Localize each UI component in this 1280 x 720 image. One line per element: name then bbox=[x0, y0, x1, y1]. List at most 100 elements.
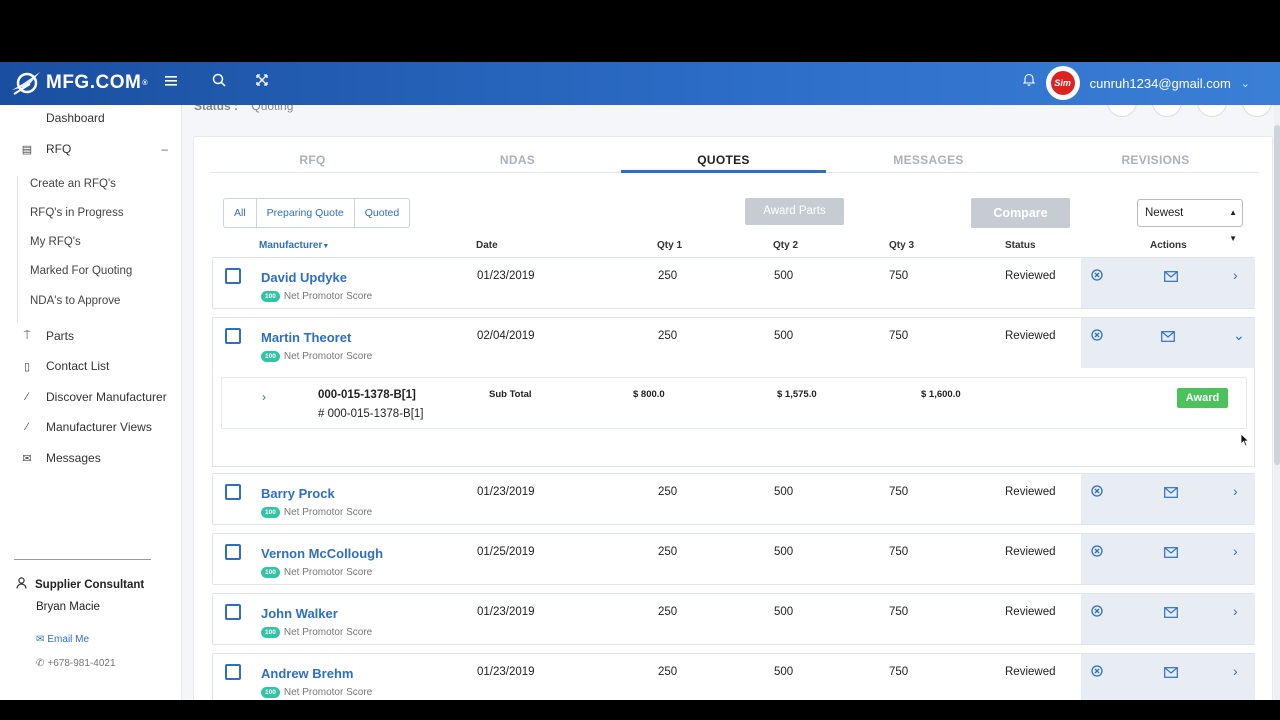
sidebar-item-contact-list[interactable]: ▯ Contact List bbox=[0, 353, 182, 379]
search-icon[interactable] bbox=[209, 73, 229, 93]
sidebar-item-dashboard[interactable]: Dashboard bbox=[0, 105, 182, 131]
header-action-button[interactable] bbox=[1242, 105, 1272, 117]
header-action-button[interactable] bbox=[1152, 105, 1182, 117]
quote-qty2: 500 bbox=[774, 486, 794, 498]
quote-qty3: 750 bbox=[889, 330, 909, 342]
collapse-icon[interactable]: – bbox=[161, 142, 168, 156]
row-checkbox[interactable] bbox=[225, 544, 241, 560]
sidebar-subitem-my-rfqs[interactable]: My RFQ's bbox=[30, 236, 81, 248]
subtotal-qty2: $ 1,575.0 bbox=[777, 389, 817, 400]
filter-preparing-quote[interactable]: Preparing Quote bbox=[257, 199, 355, 227]
main-content: Status : Quoting RFQ NDAS QUOTES MESSAGE… bbox=[182, 105, 1280, 700]
filter-quoted[interactable]: Quoted bbox=[364, 207, 400, 219]
chevron-right-icon[interactable]: › bbox=[1233, 663, 1238, 679]
fullscreen-icon[interactable] bbox=[252, 73, 272, 93]
sidebar-item-parts[interactable]: ⍑ Parts bbox=[0, 323, 182, 349]
tab-ndas[interactable]: NDAS bbox=[499, 153, 536, 167]
sidebar-subitem-create-rfq[interactable]: Create an RFQ's bbox=[30, 178, 116, 190]
tab-revisions[interactable]: REVISIONS bbox=[1121, 153, 1190, 167]
chevron-right-icon[interactable]: › bbox=[1233, 543, 1238, 559]
table-row[interactable]: Andrew Brehm 100 Net Promotor Score 01/23/2… bbox=[212, 653, 1255, 700]
sidebar-subitem-rfq-in-progress[interactable]: RFQ's in Progress bbox=[30, 207, 124, 219]
chevron-right-icon[interactable]: › bbox=[262, 390, 266, 404]
table-row[interactable]: John Walker 100 Net Promotor Score 01/23/20… bbox=[212, 593, 1255, 645]
tab-rfq[interactable]: RFQ bbox=[299, 153, 326, 167]
table-row[interactable]: Martin Theoret 100 Net Promotor Score 02/04… bbox=[212, 317, 1255, 370]
row-checkbox[interactable] bbox=[225, 664, 241, 680]
quote-status: Reviewed bbox=[1005, 270, 1056, 282]
quote-date: 01/25/2019 bbox=[477, 546, 535, 558]
quote-status: Reviewed bbox=[1005, 546, 1056, 558]
avatar-logo: Sim bbox=[1050, 71, 1075, 95]
manufacturer-name[interactable]: John Walker bbox=[261, 606, 338, 621]
award-parts-button[interactable]: Award Parts bbox=[745, 198, 844, 225]
sidebar-subitem-ndas-to-approve[interactable]: NDA's to Approve bbox=[30, 295, 121, 307]
tab-messages[interactable]: MESSAGES bbox=[893, 153, 964, 167]
user-icon bbox=[16, 577, 27, 592]
status-value: Quoting bbox=[251, 105, 294, 113]
row-checkbox[interactable] bbox=[225, 484, 241, 500]
sidebar-subitem-marked-for-quoting[interactable]: Marked For Quoting bbox=[30, 265, 133, 277]
decline-icon[interactable] bbox=[1091, 605, 1103, 620]
tab-quotes[interactable]: QUOTES bbox=[697, 153, 750, 167]
chevron-down-icon[interactable]: ⌄ bbox=[1233, 327, 1245, 343]
row-actions: › bbox=[1081, 474, 1255, 524]
manufacturer-name[interactable]: Andrew Brehm bbox=[261, 666, 354, 681]
mfg-logo[interactable]: MFG.COM ® bbox=[10, 70, 148, 96]
envelope-icon[interactable] bbox=[1164, 487, 1178, 501]
header-action-button[interactable] bbox=[1197, 105, 1227, 117]
manufacturer-name[interactable]: Barry Prock bbox=[261, 486, 335, 501]
row-checkbox[interactable] bbox=[225, 328, 241, 344]
column-header-manufacturer[interactable]: Manufacturer▼ bbox=[259, 240, 329, 251]
envelope-icon[interactable] bbox=[1164, 547, 1178, 561]
column-header-label: Manufacturer bbox=[259, 240, 323, 251]
award-button[interactable]: Award bbox=[1177, 388, 1228, 408]
sidebar-item-manufacturer-views[interactable]: ⁄ Manufacturer Views bbox=[0, 414, 182, 440]
decline-icon[interactable] bbox=[1091, 545, 1103, 560]
decline-icon[interactable] bbox=[1091, 665, 1103, 680]
envelope-icon[interactable] bbox=[1164, 667, 1178, 681]
hamburger-menu-icon[interactable] bbox=[162, 73, 182, 93]
manufacturer-name[interactable]: Martin Theoret bbox=[261, 330, 352, 345]
manufacturer-name[interactable]: David Updyke bbox=[261, 270, 347, 285]
submenu-bar bbox=[17, 177, 18, 323]
nps-label: Net Promotor Score bbox=[283, 507, 373, 518]
table-row[interactable]: David Updyke 100 Net Promotor Score 01/23/2… bbox=[212, 257, 1255, 309]
quote-qty2: 500 bbox=[774, 546, 794, 558]
decline-icon[interactable] bbox=[1091, 485, 1103, 500]
decline-icon[interactable] bbox=[1091, 269, 1103, 284]
manufacturer-name[interactable]: Vernon McCollough bbox=[261, 546, 384, 561]
quote-qty3: 750 bbox=[889, 270, 909, 282]
scrollbar-thumb[interactable] bbox=[1274, 125, 1280, 465]
chevron-right-icon[interactable]: › bbox=[1233, 483, 1238, 499]
nps-label: Net Promotor Score bbox=[283, 351, 373, 362]
column-header-actions: Actions bbox=[1150, 240, 1187, 251]
compare-button[interactable]: Compare bbox=[971, 198, 1070, 228]
chevron-right-icon[interactable]: › bbox=[1233, 603, 1238, 619]
table-row[interactable]: Vernon McCollough 100 Net Promotor Score 01… bbox=[212, 533, 1255, 585]
subtotal-qty3: $ 1,600.0 bbox=[921, 389, 961, 400]
header-action-button[interactable] bbox=[1107, 105, 1137, 117]
nps-label: Net Promotor Score bbox=[283, 687, 373, 698]
row-checkbox[interactable] bbox=[225, 604, 241, 620]
net-promoter-score: 100 Net Promotor Score bbox=[261, 291, 372, 302]
bell-icon[interactable] bbox=[1022, 73, 1036, 89]
sort-select[interactable]: Newest ▲ ▼ bbox=[1137, 199, 1243, 243]
sidebar-item-discover-manufacturer[interactable]: ⁄ Discover Manufacturer bbox=[0, 384, 182, 410]
chevron-right-icon[interactable]: › bbox=[1233, 267, 1238, 283]
envelope-icon[interactable] bbox=[1164, 271, 1178, 285]
email-me-link[interactable]: ✉ Email Me bbox=[36, 634, 89, 645]
user-menu[interactable]: Sim cunruh1234@gmail.com ⌄ bbox=[1045, 66, 1250, 100]
decline-icon[interactable] bbox=[1091, 329, 1103, 344]
sidebar: Dashboard ▤ RFQ – Create an RFQ's RFQ's … bbox=[0, 105, 182, 700]
envelope-icon[interactable] bbox=[1161, 331, 1175, 345]
filter-all[interactable]: All bbox=[224, 199, 257, 227]
row-checkbox[interactable] bbox=[225, 268, 241, 284]
table-row[interactable]: Barry Prock 100 Net Promotor Score 01/23/20… bbox=[212, 473, 1255, 525]
envelope-icon[interactable] bbox=[1164, 607, 1178, 621]
sidebar-item-rfq[interactable]: ▤ RFQ – bbox=[0, 136, 182, 162]
scrollbar[interactable] bbox=[1274, 105, 1280, 700]
sidebar-item-messages[interactable]: ✉ Messages bbox=[0, 445, 182, 471]
net-promoter-score: 100 Net Promotor Score bbox=[261, 351, 372, 362]
magic-wand-icon: ⁄ bbox=[26, 391, 28, 403]
